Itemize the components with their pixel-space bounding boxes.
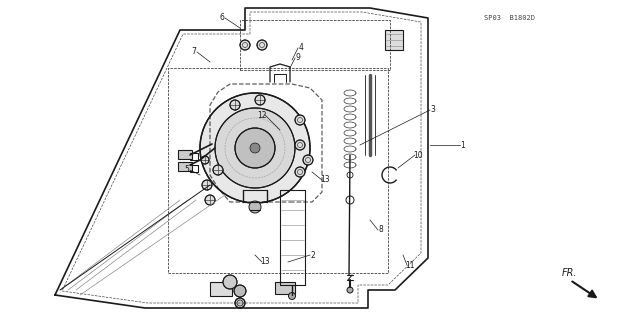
- Circle shape: [240, 40, 250, 50]
- Circle shape: [285, 285, 295, 295]
- Text: 10: 10: [413, 151, 423, 160]
- Circle shape: [235, 298, 245, 308]
- Circle shape: [235, 128, 275, 168]
- Circle shape: [201, 156, 209, 164]
- Text: 5: 5: [184, 166, 189, 174]
- Circle shape: [250, 143, 260, 153]
- Text: SP03  B1802D: SP03 B1802D: [484, 15, 536, 21]
- Circle shape: [215, 108, 295, 188]
- Bar: [178, 150, 192, 159]
- Circle shape: [295, 140, 305, 150]
- Circle shape: [230, 100, 240, 110]
- Text: 11: 11: [405, 261, 415, 270]
- Circle shape: [249, 201, 261, 213]
- Circle shape: [205, 195, 215, 205]
- Circle shape: [255, 95, 265, 105]
- Circle shape: [213, 165, 223, 175]
- Text: 6: 6: [220, 13, 225, 23]
- Text: 7: 7: [191, 48, 196, 56]
- Text: 4: 4: [299, 43, 303, 53]
- Text: 2: 2: [310, 250, 316, 259]
- Circle shape: [234, 285, 246, 297]
- Circle shape: [295, 167, 305, 177]
- Bar: [168, 68, 388, 273]
- Circle shape: [289, 293, 296, 300]
- Circle shape: [303, 155, 313, 165]
- Text: 8: 8: [379, 226, 383, 234]
- Text: 9: 9: [296, 54, 300, 63]
- Bar: [385, 30, 403, 50]
- Bar: [178, 162, 192, 171]
- Text: 13: 13: [320, 175, 330, 184]
- Circle shape: [347, 287, 353, 293]
- Bar: [240, 20, 390, 70]
- Bar: [275, 282, 295, 294]
- Bar: [210, 282, 232, 296]
- Text: 13: 13: [260, 257, 270, 266]
- Text: 3: 3: [431, 106, 435, 115]
- Text: FR.: FR.: [562, 268, 577, 278]
- Circle shape: [202, 180, 212, 190]
- Text: 1: 1: [461, 140, 465, 150]
- Text: 12: 12: [257, 110, 267, 120]
- Circle shape: [295, 115, 305, 125]
- Circle shape: [257, 40, 267, 50]
- Circle shape: [200, 93, 310, 203]
- Circle shape: [223, 275, 237, 289]
